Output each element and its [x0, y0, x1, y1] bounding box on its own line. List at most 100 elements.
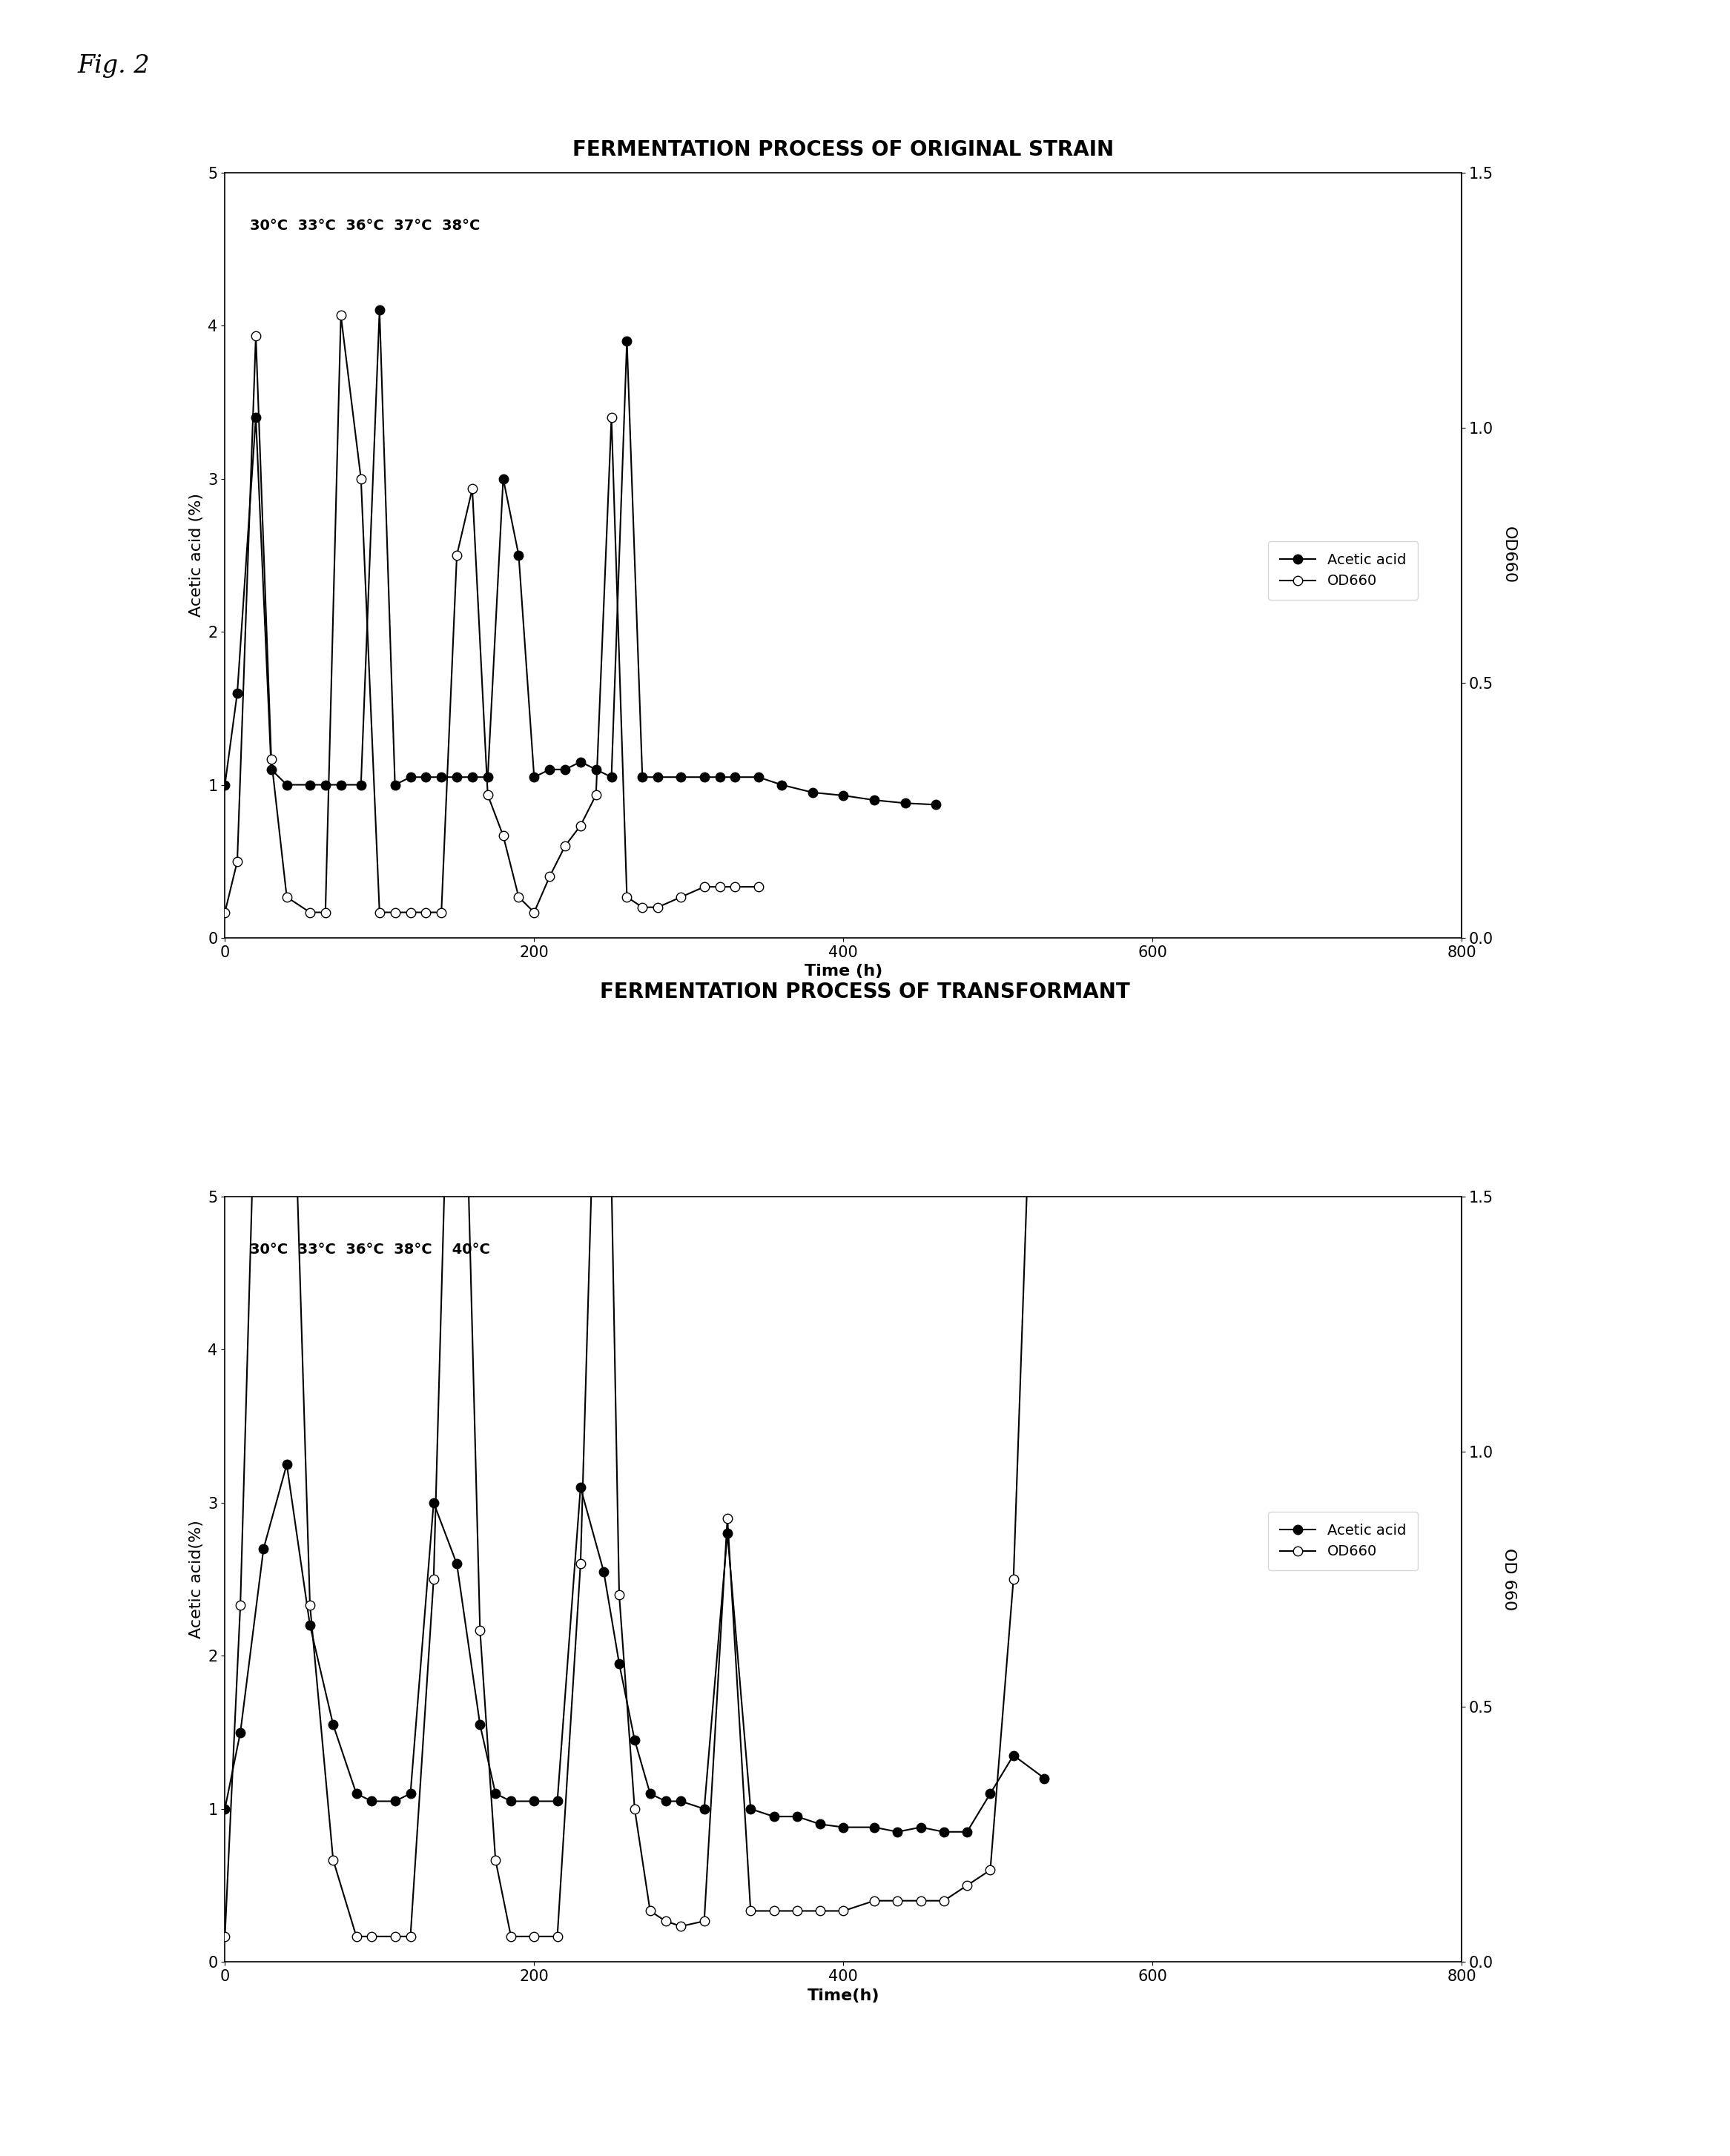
Acetic acid: [330, 772, 351, 798]
OD660: [384, 1923, 405, 1949]
OD660: [694, 1908, 714, 1934]
Acetic acid: [351, 772, 372, 798]
OD660: [787, 1897, 808, 1923]
Acetic acid: [894, 791, 915, 817]
OD660: [640, 1897, 661, 1923]
Acetic acid: [424, 1490, 445, 1516]
OD660: [555, 832, 576, 858]
Acetic acid: [640, 1781, 661, 1807]
Acetic acid: [656, 1787, 676, 1813]
Text: FERMENTATION PROCESS OF TRANSFORMANT: FERMENTATION PROCESS OF TRANSFORMANT: [600, 981, 1130, 1003]
Acetic acid: [299, 772, 320, 798]
Acetic acid: [716, 1520, 737, 1546]
OD660: [230, 1591, 251, 1617]
Acetic acid: [524, 1787, 545, 1813]
OD660: [424, 1565, 445, 1591]
Acetic acid: [593, 1559, 614, 1585]
Acetic acid: [547, 1787, 567, 1813]
Acetic acid: [571, 1475, 592, 1501]
Legend: Acetic acid, OD660: Acetic acid, OD660: [1268, 541, 1417, 599]
OD660: [740, 1897, 761, 1923]
Acetic acid: [957, 1820, 977, 1846]
Acetic acid: [215, 772, 235, 798]
OD660: [415, 899, 436, 925]
Acetic acid: [787, 1805, 808, 1830]
Acetic acid: [625, 1727, 645, 1753]
OD660: [509, 884, 529, 910]
OD660: [277, 884, 298, 910]
Acetic acid: [772, 772, 792, 798]
Title: FERMENTATION PROCESS OF ORIGINAL STRAIN: FERMENTATION PROCESS OF ORIGINAL STRAIN: [573, 140, 1114, 160]
Acetic acid: [253, 1535, 273, 1561]
Acetic acid: [484, 1781, 505, 1807]
Acetic acid: [362, 1787, 382, 1813]
Text: 30°C  33°C  36°C  37°C  38°C: 30°C 33°C 36°C 37°C 38°C: [249, 218, 479, 233]
OD660: [671, 884, 692, 910]
Acetic acid: [694, 763, 714, 789]
Acetic acid: [446, 1550, 467, 1576]
Acetic acid: [315, 772, 336, 798]
Acetic acid: [509, 543, 529, 569]
OD660: [616, 884, 637, 910]
OD660: [863, 1889, 884, 1915]
Acetic acid: [346, 1781, 367, 1807]
Acetic acid: [415, 763, 436, 789]
OD660: [540, 865, 561, 890]
Acetic acid: [215, 1796, 235, 1822]
Acetic acid: [709, 763, 730, 789]
OD660: [631, 895, 652, 921]
Acetic acid: [277, 1451, 298, 1477]
Line: Acetic acid: Acetic acid: [220, 1460, 1048, 1837]
OD660: [299, 1591, 320, 1617]
OD660: [330, 302, 351, 328]
OD660: [887, 1889, 908, 1915]
OD660: [400, 1923, 420, 1949]
OD660: [351, 466, 372, 492]
OD660: [277, 826, 298, 852]
Acetic acid: [600, 763, 621, 789]
Acetic acid: [887, 1820, 908, 1846]
OD660: [571, 813, 592, 839]
OD660: [834, 1897, 855, 1923]
Acetic acid: [446, 763, 467, 789]
OD660: [671, 1912, 692, 1938]
Acetic acid: [277, 772, 298, 798]
Y-axis label: Acetic acid (%): Acetic acid (%): [189, 494, 204, 617]
Acetic acid: [934, 1820, 955, 1846]
OD660: [431, 899, 452, 925]
Acetic acid: [585, 757, 606, 783]
Acetic acid: [571, 748, 592, 774]
OD660: [547, 1923, 567, 1949]
OD660: [246, 323, 266, 349]
X-axis label: Time (h): Time (h): [804, 964, 882, 979]
Acetic acid: [500, 1787, 521, 1813]
Y-axis label: OD660: OD660: [1502, 526, 1515, 584]
Acetic acid: [910, 1815, 931, 1841]
Acetic acid: [384, 1787, 405, 1813]
Acetic acid: [324, 1712, 344, 1738]
OD660: [910, 1889, 931, 1915]
OD660: [493, 824, 514, 849]
Y-axis label: OD 660: OD 660: [1502, 1548, 1515, 1611]
Acetic acid: [555, 757, 576, 783]
Acetic acid: [609, 1651, 630, 1677]
Legend: Acetic acid, OD660: Acetic acid, OD660: [1268, 1511, 1417, 1570]
OD660: [384, 899, 405, 925]
OD660: [500, 1923, 521, 1949]
OD660: [324, 1848, 344, 1874]
OD660: [253, 776, 273, 802]
Acetic acid: [834, 1815, 855, 1841]
Acetic acid: [979, 1781, 1000, 1807]
Acetic acid: [694, 1796, 714, 1822]
Acetic acid: [1035, 1766, 1055, 1792]
OD660: [400, 899, 420, 925]
Acetic acid: [725, 763, 746, 789]
OD660: [1003, 1565, 1024, 1591]
Acetic acid: [834, 783, 855, 808]
Text: Fig. 2: Fig. 2: [78, 54, 151, 78]
OD660: [647, 895, 668, 921]
OD660: [709, 873, 730, 899]
OD660: [315, 899, 336, 925]
Acetic acid: [493, 466, 514, 492]
Acetic acid: [469, 1712, 490, 1738]
